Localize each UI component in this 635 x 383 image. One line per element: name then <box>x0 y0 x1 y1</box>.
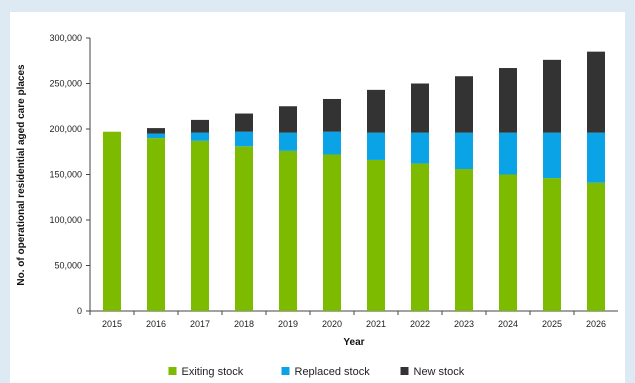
bars <box>103 51 605 311</box>
y-tick-label: 50,000 <box>54 261 82 271</box>
bar-exiting-stock-2015 <box>103 131 121 311</box>
bar-new-stock-2017 <box>191 119 209 133</box>
bar-exiting-stock-2020 <box>323 154 341 311</box>
y-tick-label: 200,000 <box>49 124 82 134</box>
bar-replaced-stock-2018 <box>235 131 253 147</box>
x-axis-title: Year <box>343 337 364 348</box>
x-tick-label: 2023 <box>454 319 474 329</box>
bar-replaced-stock-2025 <box>543 132 561 179</box>
bar-exiting-stock-2022 <box>411 163 429 311</box>
legend: Exiting stock Replaced stock New stock <box>168 366 465 378</box>
bar-replaced-stock-2024 <box>499 132 517 175</box>
bar-exiting-stock-2018 <box>235 146 253 311</box>
bar-new-stock-2016 <box>147 128 165 134</box>
x-tick-label: 2024 <box>498 319 518 329</box>
bar-exiting-stock-2016 <box>147 138 165 311</box>
bar-new-stock-2018 <box>235 113 253 132</box>
bar-replaced-stock-2016 <box>147 133 165 139</box>
x-axis: 2015 2016 2017 2018 2019 2020 2021 2022 2023 2024… <box>89 310 618 329</box>
bar-exiting-stock-2017 <box>191 140 209 311</box>
legend-label-new-stock: New stock <box>414 366 465 378</box>
x-tick-label: 2019 <box>278 319 298 329</box>
x-tick-label: 2020 <box>322 319 342 329</box>
bar-new-stock-2025 <box>543 59 561 133</box>
bar-replaced-stock-2023 <box>455 132 473 170</box>
x-tick-label: 2017 <box>190 319 210 329</box>
y-axis: 0 50,000 100,000 150,000 200,000 250,000 300,0… <box>49 33 91 316</box>
bar-exiting-stock-2026 <box>587 182 605 311</box>
bar-new-stock-2026 <box>587 51 605 133</box>
bar-exiting-stock-2024 <box>499 174 517 311</box>
bar-new-stock-2020 <box>323 98 341 132</box>
x-tick-label: 2026 <box>586 319 606 329</box>
y-tick-label: 150,000 <box>49 170 82 180</box>
x-tick-label: 2025 <box>542 319 562 329</box>
bar-replaced-stock-2020 <box>323 131 341 155</box>
bar-replaced-stock-2017 <box>191 132 209 141</box>
bar-exiting-stock-2025 <box>543 178 561 311</box>
legend-label-exiting-stock: Exiting stock <box>182 366 244 378</box>
y-tick-label: 100,000 <box>49 215 82 225</box>
x-tick-label: 2022 <box>410 319 430 329</box>
bar-replaced-stock-2021 <box>367 132 385 160</box>
legend-swatch-replaced-stock <box>281 367 290 375</box>
bar-exiting-stock-2019 <box>279 150 297 311</box>
bar-replaced-stock-2026 <box>587 132 605 183</box>
bar-new-stock-2021 <box>367 89 385 133</box>
bar-new-stock-2024 <box>499 68 517 133</box>
bar-new-stock-2023 <box>455 76 473 133</box>
y-tick-label: 250,000 <box>49 79 82 89</box>
legend-label-replaced-stock: Replaced stock <box>295 366 371 378</box>
bar-replaced-stock-2019 <box>279 132 297 151</box>
bar-new-stock-2019 <box>279 106 297 133</box>
x-tick-label: 2016 <box>146 319 166 329</box>
x-tick-label: 2021 <box>366 319 386 329</box>
legend-swatch-exiting-stock <box>168 367 177 375</box>
x-tick-label: 2015 <box>102 319 122 329</box>
bar-new-stock-2022 <box>411 83 429 133</box>
y-tick-label: 0 <box>77 306 82 316</box>
y-axis-title: No. of operational residential aged care… <box>16 64 27 286</box>
bar-exiting-stock-2021 <box>367 159 385 311</box>
legend-swatch-new-stock <box>400 367 409 375</box>
x-tick-label: 2018 <box>234 319 254 329</box>
bar-exiting-stock-2023 <box>455 169 473 311</box>
bar-replaced-stock-2022 <box>411 132 429 164</box>
y-tick-label: 300,000 <box>49 33 82 43</box>
